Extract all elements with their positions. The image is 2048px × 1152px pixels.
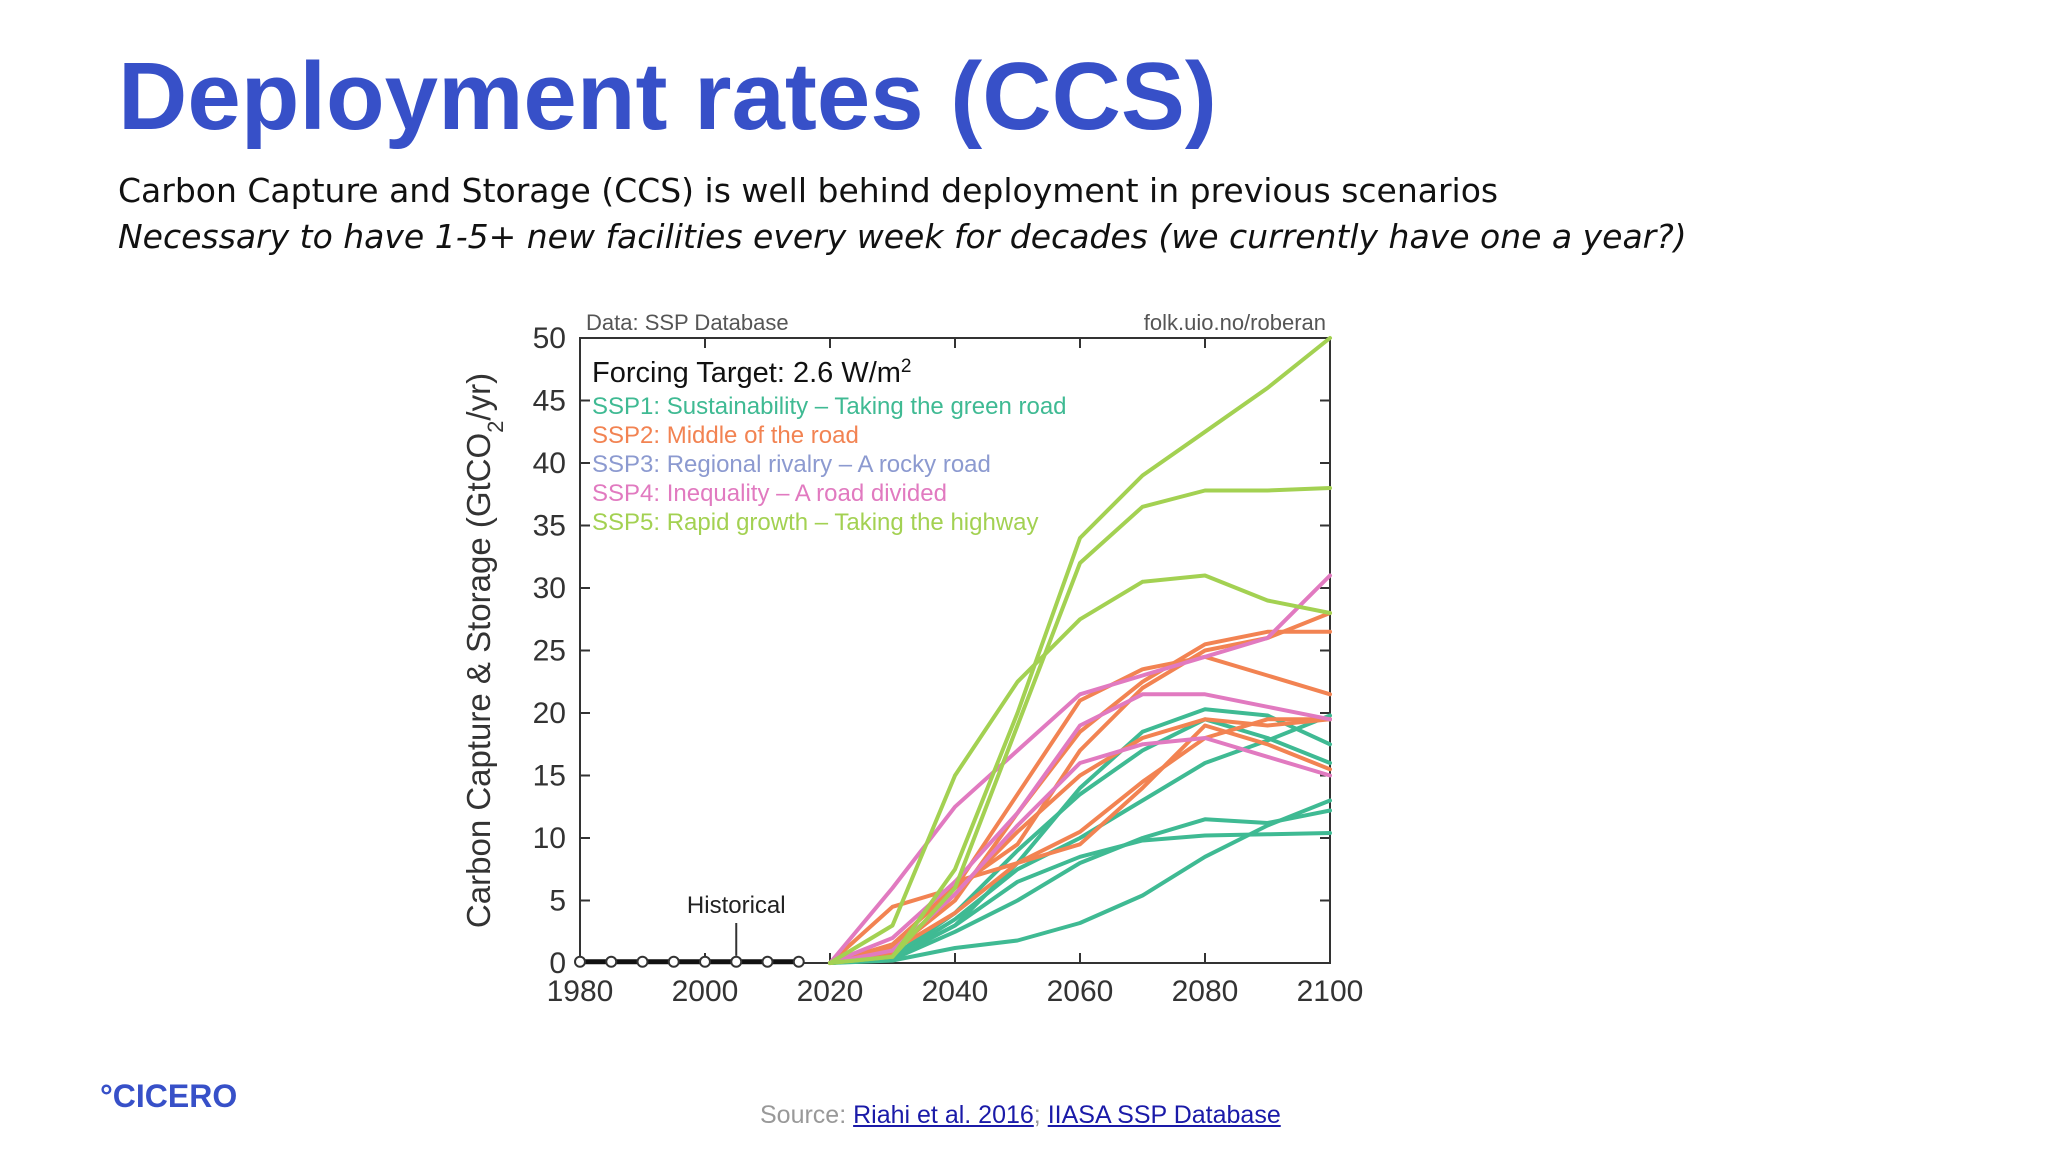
cicero-logo: °CICERO (100, 1078, 238, 1114)
x-tick-label: 2020 (797, 975, 864, 1008)
chart-series-lines (828, 336, 1332, 965)
subtitle-line-2: Necessary to have 1-5+ new facilities ev… (118, 217, 1687, 256)
series-line (828, 611, 1332, 965)
x-tick-label: 2000 (672, 975, 739, 1008)
chart-axes: 1980 2000 2020 2040 2060 2080 2100 0 5 10 15 20 25 30… (533, 322, 1364, 1008)
historical-point (699, 955, 711, 968)
series-line (828, 723, 1332, 965)
legend-entry: SSP1: Sustainability – Taking the green … (592, 393, 1067, 420)
x-tick-label: 2100 (1297, 975, 1364, 1008)
source-citation: Source: Riahi et al. 2016; IIASA SSP Dat… (760, 1101, 1281, 1130)
series-line (828, 692, 1332, 965)
slide-subtitle: Carbon Capture and Storage (CCS) is well… (118, 168, 1687, 260)
legend-title: Forcing Target: 2.6 W/m2 (592, 356, 911, 390)
source-prefix: Source: (760, 1101, 854, 1129)
web-credit: folk.uio.no/roberan (1144, 310, 1326, 335)
y-tick-label: 0 (549, 947, 566, 980)
legend-entry: SSP3: Regional rivalry – A rocky road (592, 451, 991, 478)
y-tick-label: 10 (533, 822, 566, 855)
y-tick-label: 35 (533, 510, 566, 543)
y-tick-label: 45 (533, 385, 566, 418)
x-tick-label: 2040 (922, 975, 989, 1008)
historical-point (636, 955, 649, 968)
historical-point (730, 955, 743, 968)
y-tick-label: 40 (533, 447, 566, 480)
data-credit: Data: SSP Database (586, 310, 789, 335)
subtitle-line-1: Carbon Capture and Storage (CCS) is well… (118, 171, 1499, 210)
iiasa-link[interactable]: IIASA SSP Database (1047, 1101, 1281, 1129)
chart-historical: Historical (574, 892, 805, 968)
y-tick-label: 15 (533, 760, 566, 793)
ccs-line-chart: 1980 2000 2020 2040 2060 2080 2100 0 5 10 15 20 25 30… (420, 290, 1400, 1030)
chart-labels: Carbon Capture & Storage (GtCO2/yr) Data:… (460, 310, 1326, 928)
y-axis-label: Carbon Capture & Storage (GtCO2/yr) (460, 373, 508, 928)
riahi-link[interactable]: Riahi et al. 2016 (853, 1101, 1034, 1129)
x-tick-label: 1980 (547, 975, 614, 1008)
series-line (828, 486, 1332, 965)
source-separator: ; (1033, 1101, 1041, 1129)
historical-point (574, 955, 586, 968)
historical-point (667, 955, 680, 968)
slide-title: Deployment rates (CCS) (118, 43, 1217, 150)
series-line (828, 717, 1332, 965)
historical-point (605, 955, 618, 968)
x-tick-label: 2080 (1172, 975, 1239, 1008)
historical-label: Historical (687, 892, 786, 919)
y-tick-label: 25 (533, 635, 566, 668)
series-line (828, 336, 1332, 965)
series-line (828, 573, 1332, 965)
chart-legend: Forcing Target: 2.6 W/m2 SSP1: Sustainabi… (592, 356, 1067, 537)
y-tick-label: 5 (549, 885, 566, 918)
series-line (828, 573, 1332, 965)
chart-background (420, 290, 1400, 1030)
historical-point (792, 955, 805, 968)
x-tick-label: 2060 (1047, 975, 1114, 1008)
legend-entry: SSP2: Middle of the road (592, 422, 859, 449)
y-tick-label: 20 (533, 697, 566, 730)
historical-point (761, 955, 774, 968)
legend-entry: SSP5: Rapid growth – Taking the highway (592, 509, 1039, 536)
series-line (828, 707, 1332, 965)
legend-entry: SSP4: Inequality – A road divided (592, 480, 947, 507)
y-tick-label: 50 (533, 322, 566, 355)
y-tick-label: 30 (533, 572, 566, 605)
series-line (828, 808, 1332, 965)
